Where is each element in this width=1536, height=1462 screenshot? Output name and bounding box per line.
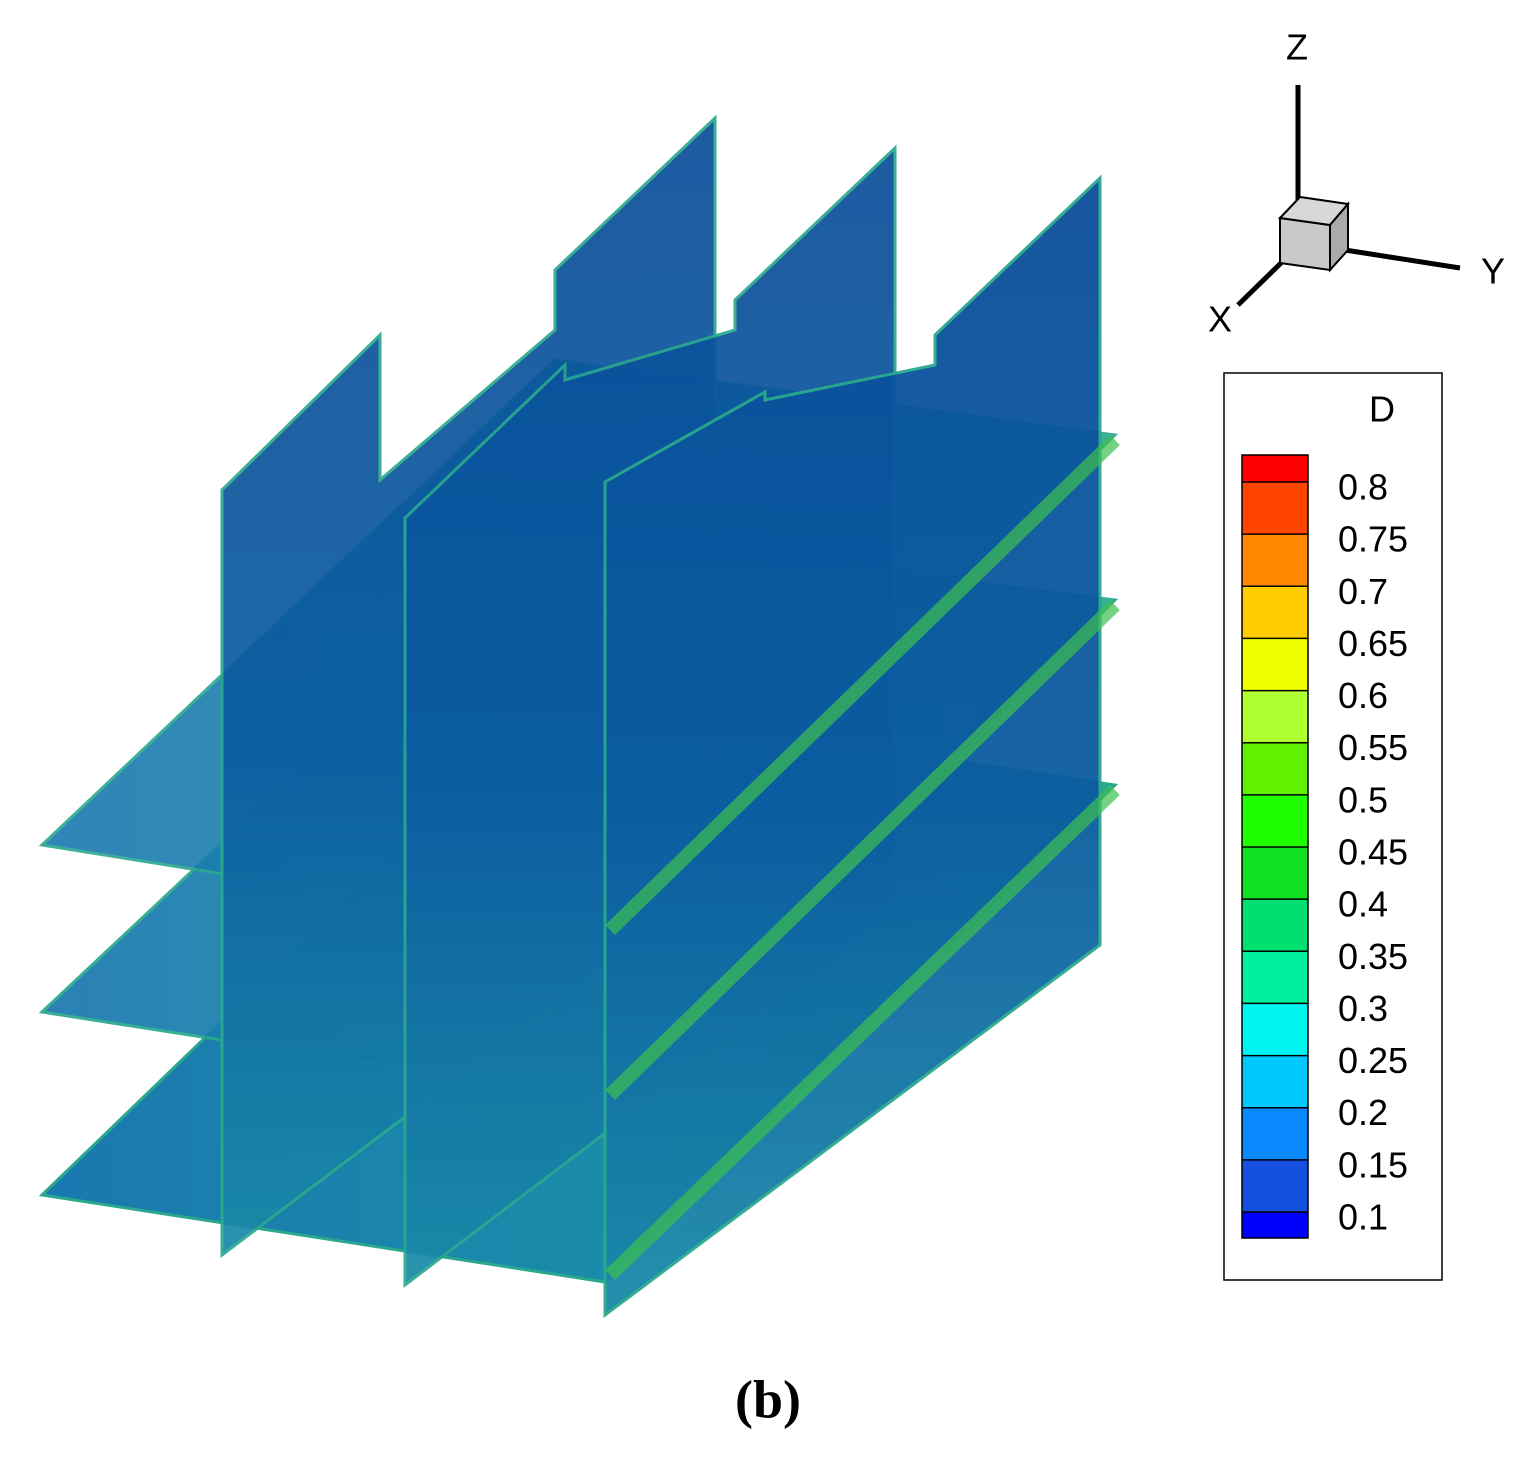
caption: (b) <box>735 1369 801 1429</box>
level-label: 0.65 <box>1338 623 1408 664</box>
color-band <box>1242 482 1308 535</box>
color-band <box>1242 847 1308 900</box>
y-axis <box>1344 247 1461 271</box>
level-label: 0.45 <box>1338 832 1408 873</box>
color-band <box>1242 1003 1308 1056</box>
level-label: 0.15 <box>1338 1144 1408 1185</box>
color-band <box>1242 690 1308 743</box>
color-band <box>1242 1159 1308 1212</box>
highlight-band <box>605 784 1120 1281</box>
level-label: 0.2 <box>1338 1092 1388 1133</box>
slices <box>38 114 1120 1318</box>
color-band <box>1242 638 1308 691</box>
color-band <box>1242 899 1308 952</box>
cube-front <box>1279 216 1331 272</box>
legend-title: D <box>1369 389 1395 430</box>
level-label: 0.8 <box>1338 467 1388 508</box>
level-label: 0.5 <box>1338 779 1388 820</box>
color-band <box>1242 951 1308 1004</box>
level-label: 0.3 <box>1338 988 1388 1029</box>
color-band <box>1242 586 1308 639</box>
level-label: 0.7 <box>1338 571 1388 612</box>
axis-triad <box>1236 85 1461 307</box>
vertical-slice <box>603 174 1102 1318</box>
color-band <box>1242 1212 1308 1238</box>
color-band <box>1242 455 1308 482</box>
level-label: 0.4 <box>1338 884 1388 925</box>
color-band <box>1242 534 1308 587</box>
level-label: 0.6 <box>1338 675 1388 716</box>
color-band <box>1242 794 1308 847</box>
axis-label: Z <box>1286 27 1308 68</box>
highlight-band <box>605 434 1120 936</box>
axis-label: Y <box>1481 251 1505 292</box>
level-label: 0.25 <box>1338 1040 1408 1081</box>
colorbar: 0.1 0.15 0.2 0.25 0.3 0.35 0.4 0.45 0.5 0.55 0.6 0.… <box>1241 454 1408 1239</box>
cube-side <box>1329 201 1349 273</box>
highlight-band <box>605 599 1120 1101</box>
level-label: 0.75 <box>1338 519 1408 560</box>
color-band <box>1242 1107 1308 1160</box>
level-label: 0.1 <box>1338 1197 1388 1238</box>
color-band <box>1242 1055 1308 1108</box>
level-label: 0.55 <box>1338 727 1408 768</box>
axis-label: X <box>1208 299 1232 340</box>
color-band <box>1242 742 1308 795</box>
x-axis <box>1236 260 1284 307</box>
level-label: 0.35 <box>1338 936 1408 977</box>
